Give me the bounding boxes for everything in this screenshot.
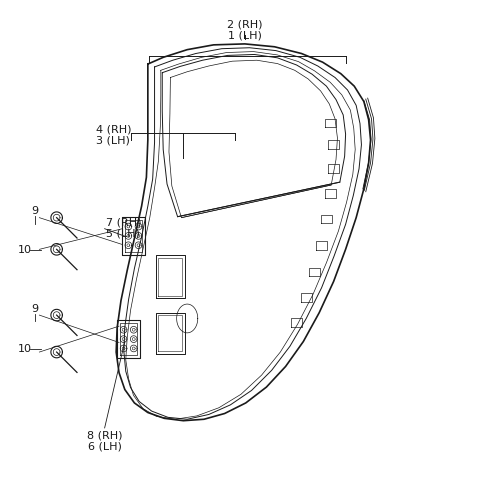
Text: 5 (LH): 5 (LH) (106, 229, 140, 239)
Text: 3 (LH): 3 (LH) (96, 136, 130, 146)
Text: 10: 10 (18, 246, 32, 255)
Text: 1 (LH): 1 (LH) (228, 30, 262, 40)
Text: 2 (RH): 2 (RH) (227, 20, 263, 29)
Text: 9: 9 (31, 304, 38, 314)
Text: 4 (RH): 4 (RH) (96, 124, 132, 135)
Text: 9: 9 (31, 206, 38, 216)
Text: 6 (LH): 6 (LH) (88, 441, 121, 452)
Text: 8 (RH): 8 (RH) (87, 430, 122, 440)
Text: 10: 10 (18, 344, 32, 354)
Text: 7 (RH): 7 (RH) (106, 218, 141, 227)
